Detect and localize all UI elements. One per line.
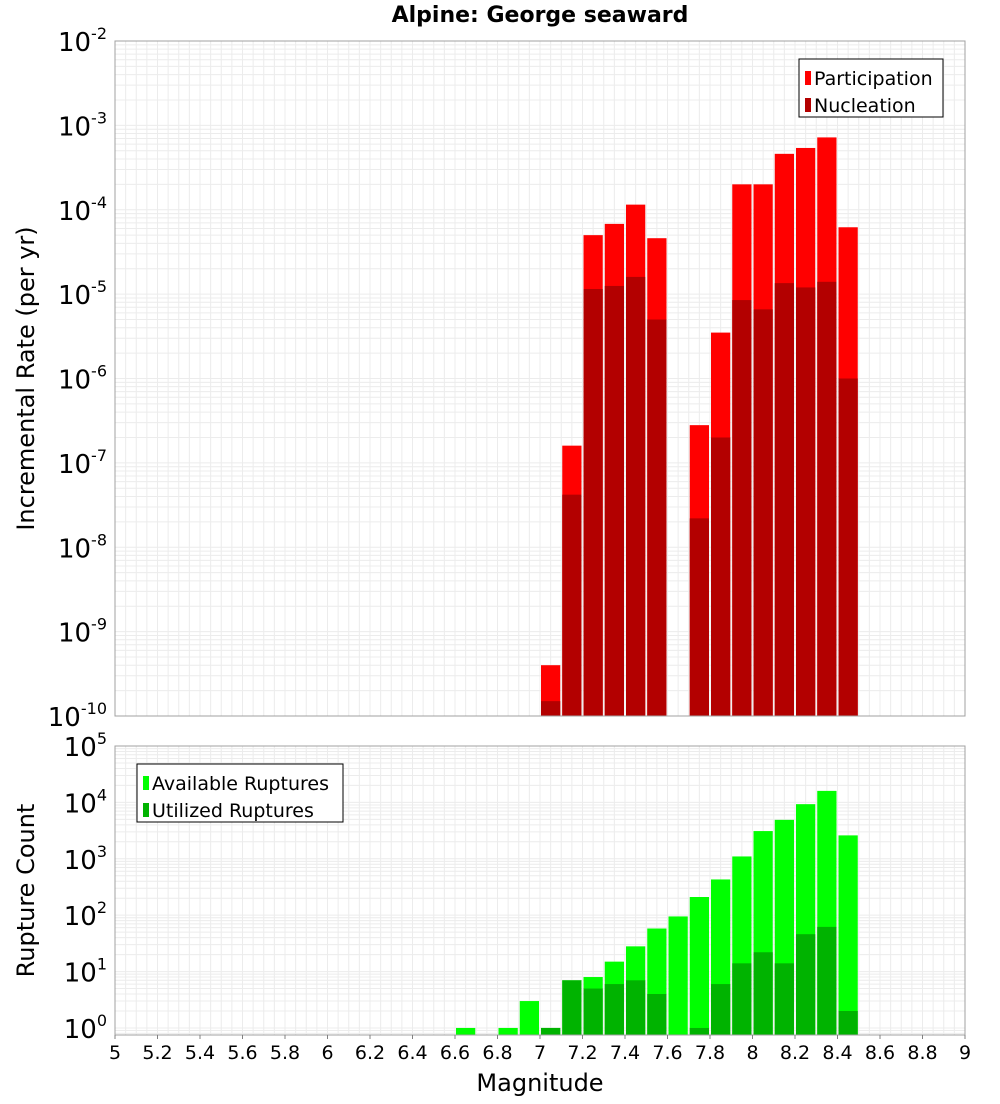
bar — [774, 963, 794, 1035]
y-tick-label: 10-3 — [58, 108, 107, 142]
bar — [541, 1027, 561, 1035]
x-tick-label: 7.2 — [567, 1042, 597, 1064]
bar — [583, 289, 603, 716]
bar — [838, 835, 858, 1035]
bar — [562, 980, 582, 1035]
y-tick-label: 103 — [64, 842, 107, 876]
y-tick-label: 10-5 — [58, 277, 107, 311]
legend-entry: Available Ruptures — [152, 773, 329, 795]
bar — [456, 1027, 476, 1035]
legend-entry: Participation — [814, 68, 933, 90]
legend-box — [798, 58, 944, 118]
bar — [817, 926, 837, 1035]
y-tick-label: 10-6 — [58, 362, 107, 396]
x-tick-label: 6.8 — [482, 1042, 512, 1064]
x-tick-label: 5 — [109, 1042, 121, 1064]
bar — [796, 287, 816, 716]
x-tick-label: 7.8 — [695, 1042, 725, 1064]
x-tick-label: 9 — [959, 1042, 971, 1064]
bar — [668, 916, 688, 1035]
x-tick-label: 5.8 — [270, 1042, 300, 1064]
bar — [796, 934, 816, 1035]
bar — [732, 963, 752, 1035]
bar — [732, 300, 752, 716]
bar — [604, 285, 624, 716]
bar — [498, 1027, 518, 1035]
x-tick-label: 5.4 — [185, 1042, 215, 1064]
chart-title: Alpine: George seaward — [392, 3, 689, 28]
x-tick-label: 8.2 — [780, 1042, 810, 1064]
x-axis-label: Magnitude — [476, 1069, 603, 1097]
y-tick-label: 105 — [64, 729, 107, 763]
bar — [562, 494, 582, 716]
bar — [647, 319, 667, 716]
y-tick-label: 10-7 — [58, 446, 107, 480]
legend-entry: Utilized Ruptures — [152, 800, 314, 822]
x-tick-label: 8.4 — [822, 1042, 852, 1064]
bar — [647, 994, 667, 1035]
y-tick-label: 10-4 — [58, 193, 107, 227]
bar — [583, 988, 603, 1035]
legend-swatch — [805, 98, 811, 112]
series-1-bars — [541, 926, 858, 1035]
x-tick-label: 8.8 — [907, 1042, 937, 1064]
y-tick-label: 10-8 — [58, 530, 107, 564]
bar — [626, 276, 646, 716]
bar — [711, 437, 731, 716]
bar — [838, 378, 858, 716]
legend-swatch — [143, 776, 149, 790]
plot-frame — [114, 40, 966, 717]
y-tick-label: 10-2 — [58, 24, 107, 58]
chart-panel-0: 10-10 10-9 10-8 10-7 10-6 10-5 10-4 10-3 10-2 Inc… — [12, 3, 966, 733]
x-tick-label: 5.2 — [142, 1042, 172, 1064]
series-1-bars — [541, 276, 858, 716]
x-tick-label: 6.4 — [397, 1042, 427, 1064]
x-tick-label: 5.6 — [227, 1042, 257, 1064]
legend-swatch — [805, 71, 811, 85]
bar — [689, 897, 709, 1035]
x-tick-label: 6 — [321, 1042, 333, 1064]
bar — [817, 281, 837, 716]
x-tick-label: 8.6 — [865, 1042, 895, 1064]
chart-panel-1: 100 101 102 103 104 105 Rupture Count 5 5.2 5.4 5.… — [12, 729, 971, 1097]
x-tick-label: 6.6 — [440, 1042, 470, 1064]
legend-swatch — [143, 803, 149, 817]
y-tick-label: 10-10 — [48, 699, 107, 733]
x-tick-label: 8 — [746, 1042, 758, 1064]
bar — [753, 309, 773, 716]
bar — [689, 518, 709, 716]
x-tick-label: 6.2 — [355, 1042, 385, 1064]
bar — [838, 1010, 858, 1035]
y-axis-label: Incremental Rate (per yr) — [12, 226, 40, 530]
x-tick-label: 7.6 — [652, 1042, 682, 1064]
y-tick-label: 100 — [64, 1011, 107, 1045]
bar — [626, 980, 646, 1035]
bar — [519, 1001, 539, 1035]
x-tick-label: 7.4 — [610, 1042, 640, 1064]
legend: Available Ruptures Utilized Ruptures — [136, 763, 344, 823]
bar — [711, 984, 731, 1035]
y-tick-label: 104 — [64, 785, 107, 819]
x-tick-label: 7 — [534, 1042, 546, 1064]
bar — [604, 984, 624, 1035]
y-tick-label: 102 — [64, 898, 107, 932]
bar — [541, 701, 561, 716]
bar — [753, 952, 773, 1035]
legend-entry: Nucleation — [814, 95, 916, 117]
legend-box — [136, 763, 344, 823]
legend: Participation Nucleation — [798, 58, 944, 118]
grid-lines — [114, 41, 966, 717]
bar — [774, 283, 794, 716]
y-axis-label: Rupture Count — [12, 804, 40, 978]
bar — [689, 1027, 709, 1035]
y-tick-label: 10-9 — [58, 615, 107, 649]
y-tick-label: 101 — [64, 955, 107, 989]
